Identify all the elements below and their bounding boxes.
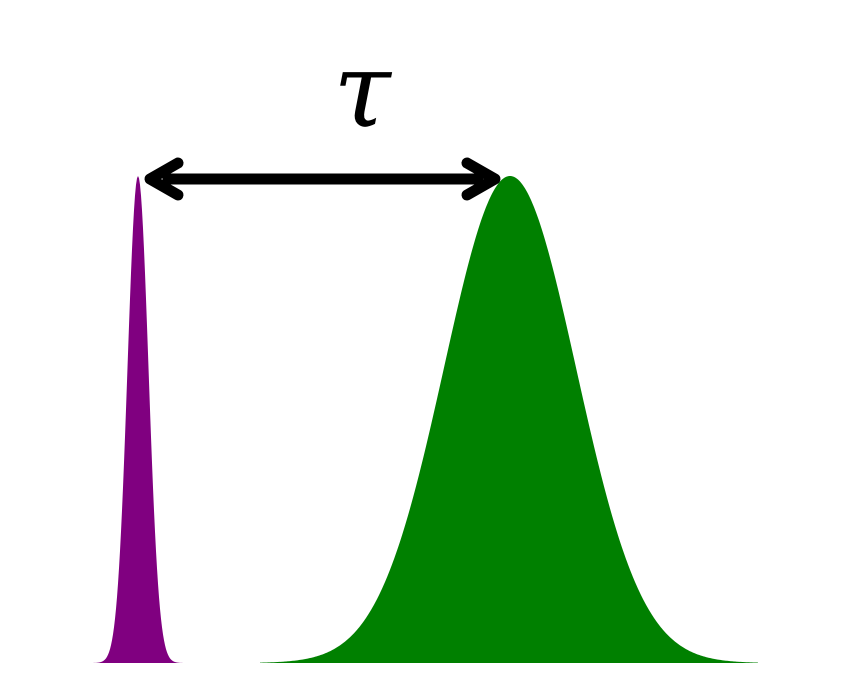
delay-arrow-left-head <box>144 157 184 201</box>
delay-arrow <box>144 157 501 201</box>
delay-label: τ <box>333 29 392 151</box>
narrow-pulse <box>88 176 190 663</box>
delay-arrow-right-head <box>461 157 501 201</box>
wide-pulse <box>260 176 758 663</box>
